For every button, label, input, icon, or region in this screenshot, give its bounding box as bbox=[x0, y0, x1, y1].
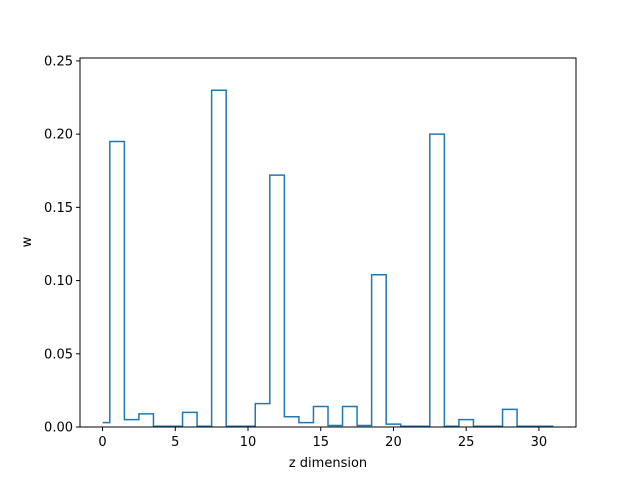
x-tick-label: 0 bbox=[98, 435, 106, 450]
y-axis: 0.00 0.05 0.10 0.15 0.20 0.25 bbox=[44, 54, 80, 436]
x-tick-label: 5 bbox=[171, 435, 179, 450]
y-tick-label: 0.05 bbox=[44, 347, 73, 362]
x-tick-label: 10 bbox=[240, 435, 257, 450]
plot-frame bbox=[79, 57, 577, 428]
x-tick-label: 30 bbox=[531, 435, 548, 450]
x-tick-label: 15 bbox=[312, 435, 329, 450]
x-tick-label: 20 bbox=[385, 435, 402, 450]
y-tick-label: 0.10 bbox=[44, 274, 73, 289]
x-axis-label: z dimension bbox=[289, 456, 367, 471]
x-tick-label: 25 bbox=[458, 435, 475, 450]
y-axis-label: w bbox=[20, 236, 35, 247]
x-axis: 0 5 10 15 20 25 30 bbox=[98, 427, 547, 450]
y-tick-label: 0.25 bbox=[44, 54, 73, 69]
plot-background bbox=[80, 58, 576, 427]
series-layer bbox=[102, 89, 554, 428]
y-tick-label: 0.15 bbox=[44, 201, 73, 216]
series-line-0 bbox=[102, 89, 554, 428]
y-tick-label: 0.20 bbox=[44, 128, 73, 143]
y-tick-label: 0.00 bbox=[44, 421, 73, 436]
